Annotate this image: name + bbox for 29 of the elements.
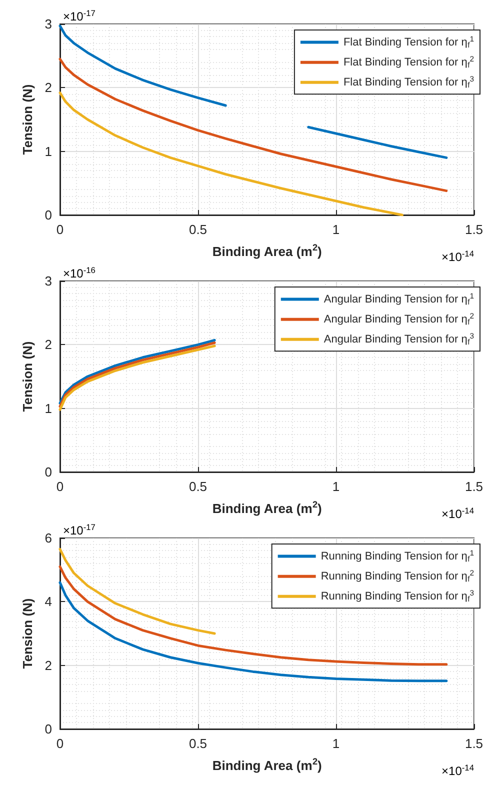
y-tick-label: 6 <box>44 530 52 546</box>
x-tick-label: 1 <box>332 736 340 751</box>
x-tick-label: 1 <box>332 479 340 494</box>
y-tick-label: 0 <box>44 208 52 222</box>
y-tick-label: 1 <box>44 400 52 416</box>
y-tick-label: 4 <box>44 594 52 610</box>
y-tick-label: 3 <box>44 274 52 288</box>
y-tick-label: 2 <box>44 337 52 352</box>
x-tick-label: 1.5 <box>464 222 484 237</box>
x-tick-label: 1.5 <box>464 736 484 751</box>
x-tick-label: 0 <box>56 479 64 494</box>
line-series <box>58 548 216 635</box>
x-tick-label: 0.5 <box>188 222 208 237</box>
y-tick-label: 0 <box>44 722 52 736</box>
y-tick-label: 0 <box>44 464 52 480</box>
x-tick-label: 1 <box>332 222 340 237</box>
x-tick-label: 0 <box>56 222 64 237</box>
y-tick-label: 2 <box>44 658 52 673</box>
y-tick-label: 2 <box>44 80 52 96</box>
x-tick-label: 0.5 <box>188 479 208 494</box>
x-tick-label: 0.5 <box>188 736 208 751</box>
y-axis-title: Tension (N) <box>20 84 35 155</box>
line-series <box>58 92 404 216</box>
y-axis-title: Tension (N) <box>20 598 35 669</box>
y-tick-label: 1 <box>44 144 52 159</box>
y-axis-title: Tension (N) <box>20 341 35 412</box>
y-tick-label: 3 <box>44 16 52 32</box>
x-tick-label: 0 <box>56 736 64 751</box>
x-tick-label: 1.5 <box>464 479 484 494</box>
